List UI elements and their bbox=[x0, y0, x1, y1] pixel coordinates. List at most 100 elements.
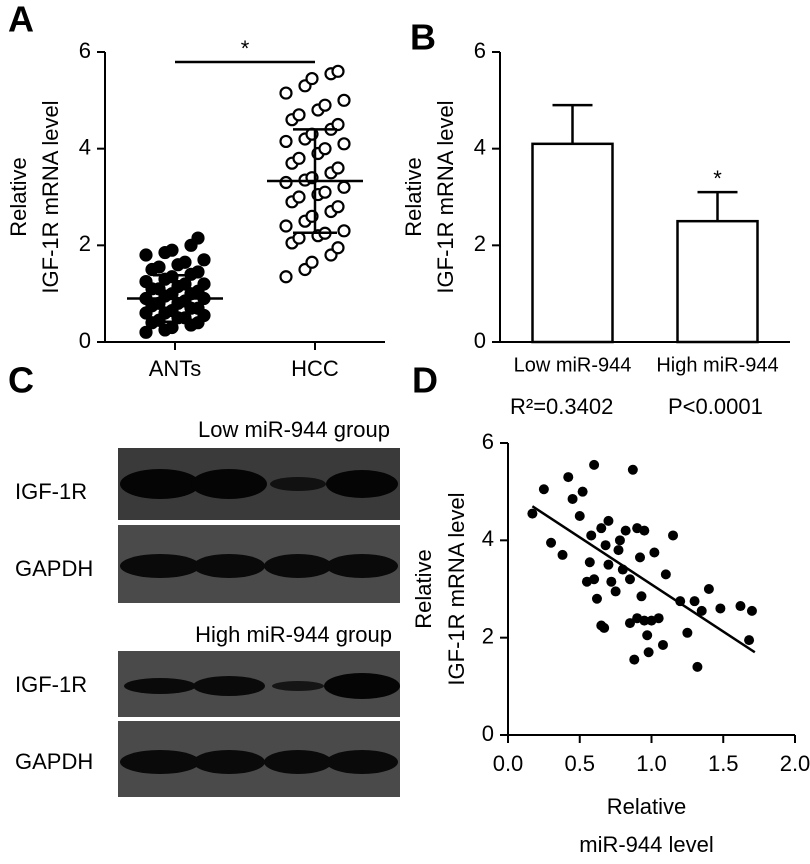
bar bbox=[676, 219, 759, 344]
data-point bbox=[318, 142, 332, 156]
data-point bbox=[337, 137, 351, 151]
y-tick-label: 0 bbox=[474, 328, 486, 353]
data-point bbox=[139, 325, 153, 339]
x-tick-label: 0.5 bbox=[564, 751, 595, 776]
band bbox=[120, 554, 200, 578]
band bbox=[120, 750, 200, 774]
y-axis-label: Relative bbox=[401, 157, 426, 236]
blot-row-label: GAPDH bbox=[15, 749, 93, 774]
panel-label: D bbox=[412, 360, 438, 401]
data-point bbox=[331, 117, 345, 132]
data-point bbox=[305, 255, 319, 269]
y-tick-label: 6 bbox=[79, 38, 91, 63]
band bbox=[272, 681, 324, 691]
x-axis-label: Relative bbox=[607, 794, 686, 819]
band bbox=[193, 750, 265, 774]
data-point bbox=[331, 200, 345, 214]
data-point bbox=[614, 535, 625, 546]
data-point bbox=[279, 86, 293, 100]
data-point bbox=[591, 593, 602, 604]
x-tick-label: Low miR-944 bbox=[514, 354, 632, 376]
blot-group-title: High miR-944 group bbox=[195, 622, 392, 647]
band bbox=[264, 554, 332, 578]
data-point bbox=[178, 277, 192, 291]
data-point bbox=[279, 175, 293, 190]
panel-label: A bbox=[8, 0, 34, 40]
data-point bbox=[596, 523, 607, 534]
data-point bbox=[600, 540, 611, 551]
data-point bbox=[318, 98, 332, 112]
data-point bbox=[567, 493, 578, 504]
data-point bbox=[331, 64, 345, 78]
band bbox=[326, 554, 398, 578]
data-point bbox=[292, 231, 306, 245]
band bbox=[191, 469, 267, 499]
data-point bbox=[603, 515, 614, 526]
panel-label: B bbox=[410, 17, 436, 58]
data-point bbox=[599, 622, 610, 633]
data-point bbox=[603, 559, 614, 570]
data-point bbox=[279, 270, 293, 284]
data-point bbox=[337, 93, 351, 107]
x-tick-label: 0.0 bbox=[493, 751, 524, 776]
data-point bbox=[331, 241, 345, 255]
data-point bbox=[629, 654, 640, 665]
data-point bbox=[643, 647, 654, 658]
data-point bbox=[668, 530, 679, 541]
y-tick-label: 4 bbox=[474, 134, 486, 159]
data-point bbox=[735, 601, 746, 612]
x-tick-label: 1.0 bbox=[636, 751, 667, 776]
band bbox=[326, 470, 398, 498]
data-point bbox=[584, 557, 595, 568]
x-tick-label: HCC bbox=[291, 356, 339, 381]
blot: Low miR-944 group IGF-1R GAPDH High miR-… bbox=[15, 417, 400, 797]
data-point bbox=[620, 525, 631, 536]
annotation: P<0.0001 bbox=[668, 394, 763, 419]
data-point bbox=[606, 576, 617, 587]
blot-row-label: GAPDH bbox=[15, 556, 93, 581]
data-point bbox=[635, 552, 646, 563]
data-point bbox=[546, 537, 557, 548]
y-tick-label: 6 bbox=[482, 429, 494, 454]
y-tick-label: 0 bbox=[482, 721, 494, 746]
data-point bbox=[139, 274, 153, 289]
data-point bbox=[624, 618, 635, 629]
data-point bbox=[639, 615, 650, 626]
data-point bbox=[538, 484, 549, 495]
data-point bbox=[703, 584, 714, 594]
data-point bbox=[653, 613, 664, 624]
y-tick-label: 6 bbox=[474, 38, 486, 63]
significance-label: * bbox=[241, 36, 250, 61]
y-axis-label: IGF-1R mRNA level bbox=[38, 100, 63, 293]
band bbox=[120, 469, 200, 499]
data-point bbox=[292, 151, 306, 165]
data-point bbox=[715, 603, 726, 614]
blot-group-title: Low miR-944 group bbox=[198, 417, 390, 442]
data-point bbox=[744, 635, 755, 646]
data-point bbox=[682, 627, 693, 638]
data-point bbox=[660, 569, 671, 580]
data-point bbox=[613, 545, 624, 556]
data-point bbox=[610, 586, 621, 597]
y-tick-label: 2 bbox=[474, 231, 486, 256]
band bbox=[326, 750, 398, 774]
y-tick-label: 4 bbox=[482, 526, 494, 551]
y-axis-label: Relative bbox=[6, 157, 31, 236]
significance-label: * bbox=[713, 166, 722, 191]
data-point bbox=[139, 248, 153, 262]
data-point bbox=[692, 661, 703, 672]
data-point bbox=[642, 630, 653, 641]
data-point bbox=[178, 255, 192, 269]
fit-line bbox=[531, 505, 756, 654]
data-point bbox=[191, 231, 205, 245]
band bbox=[324, 673, 400, 699]
data-point bbox=[292, 190, 306, 204]
data-point bbox=[337, 180, 351, 194]
data-point bbox=[292, 108, 306, 122]
y-axis-label: Relative bbox=[411, 549, 436, 628]
data-point bbox=[689, 596, 700, 607]
band bbox=[124, 678, 196, 694]
band bbox=[264, 750, 332, 774]
data-point bbox=[577, 486, 588, 497]
